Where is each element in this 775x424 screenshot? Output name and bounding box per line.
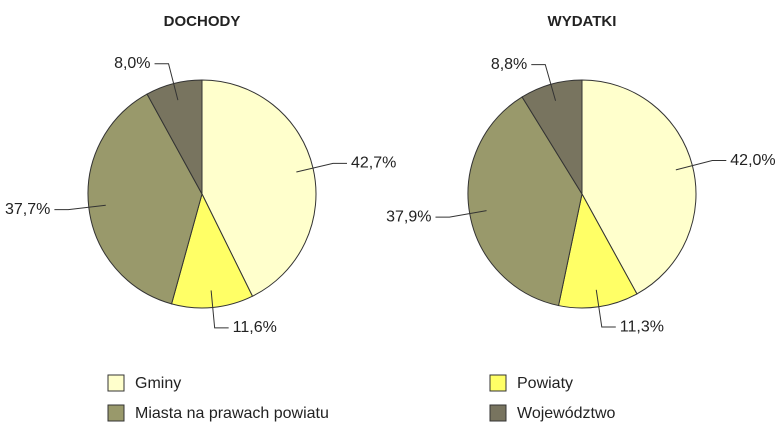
legend-swatch: [107, 404, 125, 422]
leader-line: [595, 289, 616, 328]
data-label: 11,3%: [620, 318, 664, 335]
legend-swatch: [107, 374, 125, 392]
data-label: 11,6%: [233, 319, 277, 336]
chart-title: WYDATKI: [548, 13, 617, 30]
data-label: 8,0%: [114, 55, 150, 72]
legend-label: Powiaty: [517, 375, 573, 392]
leader-line: [435, 210, 487, 218]
leader-line: [675, 160, 727, 171]
leader-line: [531, 64, 557, 101]
legend-label: Województwo: [517, 405, 616, 422]
legend-swatch: [489, 404, 507, 422]
data-label: 37,7%: [5, 201, 50, 218]
leader-line: [154, 63, 179, 101]
data-label: 42,7%: [351, 155, 396, 172]
legend-label: Gminy: [135, 375, 181, 392]
data-label: 42,0%: [730, 152, 775, 169]
chart-title: DOCHODY: [164, 13, 241, 30]
legend-swatch: [489, 374, 507, 392]
data-label: 8,8%: [491, 56, 527, 73]
leader-line: [296, 162, 347, 173]
legend-label: Miasta na prawach powiatu: [135, 405, 329, 422]
leader-line: [210, 290, 229, 329]
leader-line: [54, 204, 106, 211]
data-label: 37,9%: [386, 208, 431, 225]
